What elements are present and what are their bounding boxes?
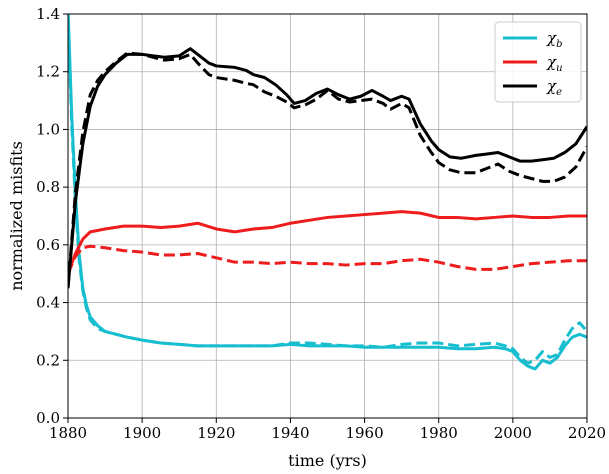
axis-ticks: 1880 1900 1920 1940 1960 1980 2000 2020 0.0 0.2 0.… — [36, 5, 606, 442]
series-line — [68, 210, 587, 275]
x-tick-label: 1960 — [345, 424, 383, 442]
y-tick-label: 0.4 — [36, 294, 60, 312]
y-tick-label: 0.8 — [36, 178, 60, 196]
series-line — [68, 244, 587, 275]
y-tick-label: 0.6 — [36, 236, 60, 254]
x-tick-label: 1880 — [49, 424, 87, 442]
x-tick-label: 1940 — [271, 424, 309, 442]
x-tick-label: 1980 — [420, 424, 458, 442]
y-tick-label: 0.2 — [36, 351, 60, 369]
legend-box — [494, 21, 582, 103]
series-line — [68, 14, 587, 365]
y-tick-label: 1.0 — [36, 120, 60, 138]
x-axis-label: time (yrs) — [288, 451, 367, 470]
y-tick-label: 1.4 — [36, 5, 60, 23]
x-tick-label: 2000 — [494, 424, 532, 442]
x-tick-label: 1900 — [123, 424, 161, 442]
series-layer — [68, 14, 587, 371]
plot-frame — [67, 13, 588, 419]
x-tick-label: 1920 — [197, 424, 235, 442]
series-line — [68, 51, 587, 289]
series-line — [68, 47, 587, 289]
y-axis-label: normalized misfits — [7, 141, 26, 291]
y-tick-label: 0.0 — [36, 409, 60, 427]
x-tick-label: 2020 — [568, 424, 606, 442]
y-tick-label: 1.2 — [36, 63, 60, 81]
